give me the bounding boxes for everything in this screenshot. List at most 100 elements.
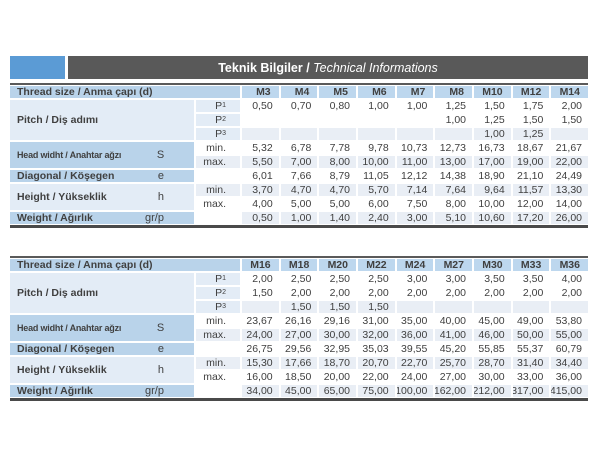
value-cell-p3-M4 bbox=[280, 128, 318, 140]
value-cell-head_min-M36: 53,80 bbox=[551, 315, 588, 327]
value-cell-head_max-M7: 11,00 bbox=[396, 156, 434, 168]
thread-size-row-label: Thread size / Anma çapı (d) bbox=[10, 259, 240, 271]
value-cell-head_max-M24: 36,00 bbox=[396, 329, 434, 341]
column-header-M5: M5 bbox=[319, 86, 356, 98]
pitch-symbol-text: P bbox=[215, 301, 223, 313]
value-cell-diagonal-M12: 21,10 bbox=[512, 170, 550, 182]
column-header-M24: M24 bbox=[396, 259, 434, 271]
head_max-sublabel: max. bbox=[196, 156, 240, 168]
pitch-label-text: Pitch / Diş adımı bbox=[17, 287, 99, 299]
value-cell-weight-M18: 45,00 bbox=[280, 385, 318, 397]
value-cell-weight-M22: 75,00 bbox=[358, 385, 395, 397]
head_min-sublabel: min. bbox=[196, 315, 240, 327]
height_max-sublabel: max. bbox=[196, 198, 240, 210]
section-title-turkish: Teknik Bilgiler bbox=[218, 60, 303, 75]
section-title-english: Technical Informations bbox=[313, 60, 438, 75]
value-cell-head_max-M14: 22,00 bbox=[551, 156, 588, 168]
diagonal-row-label: Diagonal / Köşegen e bbox=[10, 343, 194, 355]
value-cell-height_min-M5: 4,70 bbox=[319, 184, 356, 196]
weight-label-text: Weight / Ağırlık bbox=[17, 385, 93, 397]
head_min-sublabel: min. bbox=[196, 142, 240, 154]
pitch-symbol-text: P bbox=[215, 273, 223, 285]
value-cell-p1-M6: 1,00 bbox=[358, 100, 395, 112]
value-cell-weight-M20: 65,00 bbox=[319, 385, 356, 397]
value-cell-p3-M12: 1,25 bbox=[512, 128, 550, 140]
value-cell-height_max-M8: 8,00 bbox=[435, 198, 472, 210]
value-cell-p2-M22: 2,00 bbox=[358, 287, 395, 299]
height-symbol: h bbox=[157, 364, 164, 376]
value-cell-p3-M18: 1,50 bbox=[280, 301, 318, 313]
value-cell-p2-M36: 2,00 bbox=[551, 287, 588, 299]
value-cell-p1-M4: 0,70 bbox=[280, 100, 318, 112]
value-cell-diagonal-M14: 24,49 bbox=[551, 170, 588, 182]
value-cell-diagonal-M20: 32,95 bbox=[319, 343, 356, 355]
value-cell-height_max-M18: 18,50 bbox=[280, 371, 318, 383]
head_max-sublabel: max. bbox=[196, 329, 240, 341]
value-cell-head_max-M6: 10,00 bbox=[358, 156, 395, 168]
head_width-label-text: Head widht / Anahtar ağzı bbox=[17, 150, 122, 160]
value-cell-height_max-M24: 24,00 bbox=[396, 371, 434, 383]
pitch-symbol-text: P bbox=[215, 100, 223, 112]
column-header-M16: M16 bbox=[242, 259, 279, 271]
value-cell-head_max-M33: 50,00 bbox=[512, 329, 550, 341]
value-cell-height_min-M14: 13,30 bbox=[551, 184, 588, 196]
spec-table-m16-m36: Thread size / Anma çapı (d) M16 M18 M20 M22 M… bbox=[10, 256, 588, 401]
value-cell-p1-M27: 3,00 bbox=[435, 273, 472, 285]
value-cell-p3-M33 bbox=[512, 301, 550, 313]
value-cell-height_max-M5: 5,00 bbox=[319, 198, 356, 210]
value-cell-diagonal-M3: 6,01 bbox=[242, 170, 279, 182]
value-cell-p2-M8: 1,00 bbox=[435, 114, 472, 126]
value-cell-p3-M27 bbox=[435, 301, 472, 313]
value-cell-p2-M33: 2,00 bbox=[512, 287, 550, 299]
value-cell-p2-M3 bbox=[242, 114, 279, 126]
value-cell-height_max-M36: 36,00 bbox=[551, 371, 588, 383]
value-cell-p3-M30 bbox=[474, 301, 511, 313]
pitch-symbol-text: P bbox=[215, 128, 223, 140]
value-cell-p2-M24: 2,00 bbox=[396, 287, 434, 299]
value-cell-head_max-M5: 8,00 bbox=[319, 156, 356, 168]
value-cell-height_min-M30: 28,70 bbox=[474, 357, 511, 369]
value-cell-head_max-M12: 19,00 bbox=[512, 156, 550, 168]
height-symbol: h bbox=[157, 191, 164, 203]
value-cell-height_min-M16: 15,30 bbox=[242, 357, 279, 369]
value-cell-diagonal-M8: 14,38 bbox=[435, 170, 472, 182]
value-cell-head_min-M8: 12,73 bbox=[435, 142, 472, 154]
value-cell-p1-M24: 3,00 bbox=[396, 273, 434, 285]
value-cell-head_min-M27: 40,00 bbox=[435, 315, 472, 327]
column-header-M36: M36 bbox=[551, 259, 588, 271]
title-separator: / bbox=[302, 60, 314, 75]
value-cell-height_min-M8: 7,64 bbox=[435, 184, 472, 196]
value-cell-head_max-M3: 5,50 bbox=[242, 156, 279, 168]
pitch-symbol-text: P bbox=[215, 287, 223, 299]
value-cell-head_min-M4: 6,78 bbox=[280, 142, 318, 154]
value-cell-weight-M8: 5,10 bbox=[435, 212, 472, 224]
height_min-sublabel: min. bbox=[196, 184, 240, 196]
value-cell-p3-M16 bbox=[242, 301, 279, 313]
head_width-symbol: S bbox=[156, 322, 164, 334]
value-cell-head_min-M33: 49,00 bbox=[512, 315, 550, 327]
value-cell-p1-M3: 0,50 bbox=[242, 100, 279, 112]
value-cell-height_max-M12: 12,00 bbox=[512, 198, 550, 210]
value-cell-p2-M16: 1,50 bbox=[242, 287, 279, 299]
value-cell-height_max-M7: 7,50 bbox=[396, 198, 434, 210]
value-cell-height_max-M16: 16,00 bbox=[242, 371, 279, 383]
value-cell-p3-M5 bbox=[319, 128, 356, 140]
value-cell-diagonal-M33: 55,37 bbox=[512, 343, 550, 355]
diagonal-row-label: Diagonal / Köşegen e bbox=[10, 170, 194, 182]
value-cell-height_min-M3: 3,70 bbox=[242, 184, 279, 196]
value-cell-height_min-M22: 20,70 bbox=[358, 357, 395, 369]
diagonal-symbol: e bbox=[157, 170, 164, 182]
value-cell-diagonal-M24: 39,55 bbox=[396, 343, 434, 355]
value-cell-head_max-M36: 55,00 bbox=[551, 329, 588, 341]
value-cell-diagonal-M16: 26,75 bbox=[242, 343, 279, 355]
value-cell-p2-M6 bbox=[358, 114, 395, 126]
value-cell-head_max-M4: 7,00 bbox=[280, 156, 318, 168]
value-cell-head_max-M8: 13,00 bbox=[435, 156, 472, 168]
column-header-M20: M20 bbox=[319, 259, 356, 271]
weight-row-label: Weight / Ağırlık gr/p bbox=[10, 212, 194, 224]
value-cell-diagonal-M7: 12,12 bbox=[396, 170, 434, 182]
value-cell-weight-M12: 17,20 bbox=[512, 212, 550, 224]
